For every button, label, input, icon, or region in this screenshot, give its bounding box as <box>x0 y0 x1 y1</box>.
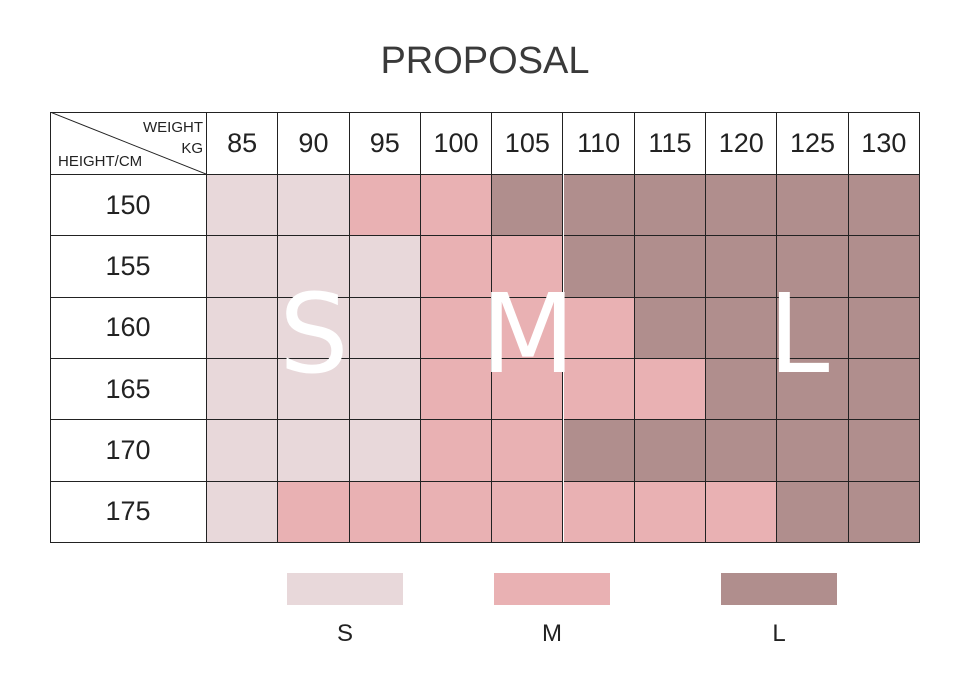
legend-swatch-l <box>721 573 837 605</box>
size-cell-175-130 <box>848 481 920 543</box>
legend-swatch-s <box>287 573 403 605</box>
size-cell-165-130 <box>848 359 920 421</box>
column-header-115: 115 <box>634 112 707 175</box>
size-cell-155-125 <box>777 236 849 298</box>
size-cell-160-110 <box>563 297 635 359</box>
size-cell-165-95 <box>349 359 421 421</box>
size-cell-150-85 <box>207 175 279 237</box>
size-cell-150-90 <box>278 175 350 237</box>
size-cell-175-110 <box>563 481 635 543</box>
height-axis-label: HEIGHT/CM <box>58 153 143 170</box>
column-header-120: 120 <box>706 112 778 175</box>
size-cell-160-90 <box>278 297 350 359</box>
size-cell-160-115 <box>634 297 707 359</box>
column-header-105: 105 <box>492 112 564 175</box>
row-header-150: 150 <box>50 175 207 237</box>
column-header-125: 125 <box>777 112 849 175</box>
size-cell-150-120 <box>706 175 778 237</box>
column-header-130: 130 <box>848 112 920 175</box>
size-cell-165-100 <box>420 359 493 421</box>
legend-swatch-m <box>494 573 610 605</box>
size-chart-grid: WEIGHT KG HEIGHT/CM 85 90 95 100 105 110 115 12… <box>50 112 920 543</box>
size-cell-175-120 <box>706 481 778 543</box>
column-header-85: 85 <box>207 112 279 175</box>
size-cell-175-115 <box>634 481 707 543</box>
size-cell-170-100 <box>420 420 493 482</box>
size-cell-160-100 <box>420 297 493 359</box>
size-cell-170-130 <box>848 420 920 482</box>
size-cell-170-120 <box>706 420 778 482</box>
size-cell-165-125 <box>777 359 849 421</box>
size-cell-160-85 <box>207 297 279 359</box>
chart-title: PROPOSAL <box>380 40 590 82</box>
size-cell-170-115 <box>634 420 707 482</box>
column-header-95: 95 <box>349 112 421 175</box>
region-label-s: S <box>279 270 349 399</box>
size-cell-160-130 <box>848 297 920 359</box>
size-cell-150-95 <box>349 175 421 237</box>
size-cell-170-125 <box>777 420 849 482</box>
size-cell-150-105 <box>492 175 564 237</box>
legend-label-s: S <box>336 620 353 647</box>
legend-label-m: M <box>542 620 562 647</box>
size-cell-155-100 <box>420 236 493 298</box>
size-cell-175-85 <box>207 481 279 543</box>
size-cell-170-90 <box>278 420 350 482</box>
size-cell-165-85 <box>207 359 279 421</box>
size-cell-165-105 <box>492 359 564 421</box>
size-cell-175-125 <box>777 481 849 543</box>
row-header-155: 155 <box>50 236 207 298</box>
size-cell-150-110 <box>563 175 635 237</box>
row-header-170: 170 <box>50 420 207 482</box>
size-cell-150-125 <box>777 175 849 237</box>
size-cell-175-100 <box>420 481 493 543</box>
size-cell-165-120 <box>706 359 778 421</box>
size-cell-155-85 <box>207 236 279 298</box>
row-header-175: 175 <box>50 481 207 543</box>
size-cell-170-110 <box>563 420 635 482</box>
size-cell-165-115 <box>634 359 707 421</box>
size-cell-170-95 <box>349 420 421 482</box>
size-cell-160-125 <box>777 297 849 359</box>
size-cell-150-115 <box>634 175 707 237</box>
corner-header-cell: WEIGHT KG HEIGHT/CM <box>50 112 207 175</box>
size-cell-155-130 <box>848 236 920 298</box>
size-cell-150-130 <box>848 175 920 237</box>
size-cell-175-105 <box>492 481 564 543</box>
size-cell-155-90 <box>278 236 350 298</box>
size-cell-160-105 <box>492 297 564 359</box>
size-cell-160-120 <box>706 297 778 359</box>
size-cell-175-90 <box>278 481 350 543</box>
corner-diagonal-line <box>50 112 206 174</box>
size-cell-155-105 <box>492 236 564 298</box>
column-header-110: 110 <box>563 112 635 175</box>
size-cell-165-90 <box>278 359 350 421</box>
size-cell-165-110 <box>563 359 635 421</box>
column-header-90: 90 <box>278 112 350 175</box>
size-cell-170-105 <box>492 420 564 482</box>
region-label-m: M <box>480 270 576 399</box>
size-cell-170-85 <box>207 420 279 482</box>
size-cell-175-95 <box>349 481 421 543</box>
legend-label-l: L <box>772 620 786 647</box>
size-cell-155-115 <box>634 236 707 298</box>
row-header-165: 165 <box>50 359 207 421</box>
row-header-160: 160 <box>50 297 207 359</box>
size-cell-155-120 <box>706 236 778 298</box>
size-cell-150-100 <box>420 175 493 237</box>
region-label-l: L <box>768 270 830 399</box>
size-cell-160-95 <box>349 297 421 359</box>
weight-unit-label: KG <box>181 140 203 157</box>
size-cell-155-95 <box>349 236 421 298</box>
column-header-100: 100 <box>420 112 493 175</box>
size-cell-155-110 <box>563 236 635 298</box>
weight-axis-label: WEIGHT <box>143 119 203 136</box>
